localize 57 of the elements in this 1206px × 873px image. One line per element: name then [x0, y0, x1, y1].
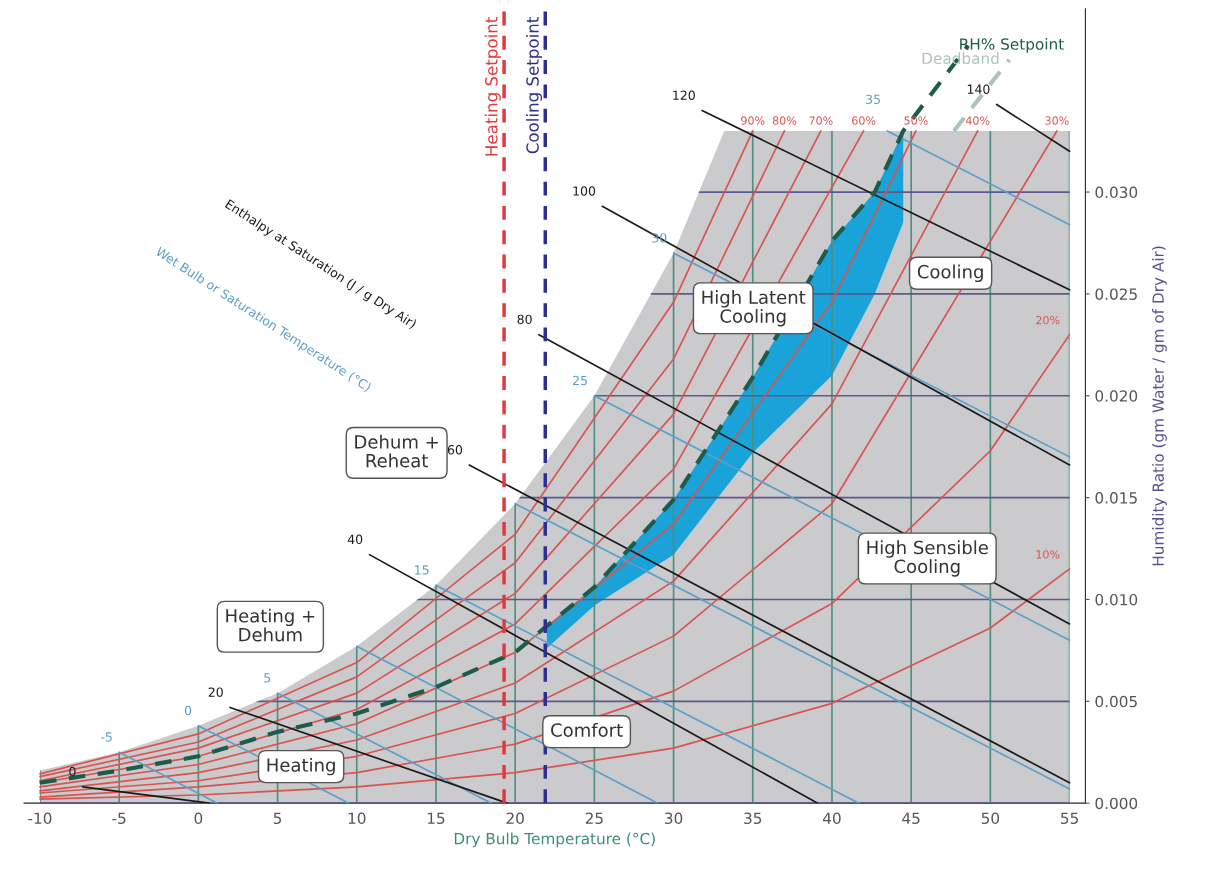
series-label: 40 [347, 534, 363, 545]
series-label: 120 [673, 90, 695, 101]
y-tick-label: 0.030 [1095, 186, 1138, 199]
x-tick-label: 20 [506, 812, 524, 825]
series-label: -5 [100, 732, 112, 742]
y-tick-label: 0.025 [1095, 288, 1137, 300]
x-tick-label: 40 [822, 812, 841, 825]
series-label: 5 [264, 673, 271, 683]
y-tick-label: 0.005 [1095, 695, 1137, 708]
x-tick-label: 10 [348, 812, 366, 825]
annotation: Dehum + Reheat [355, 434, 438, 468]
ref-line-label: Cooling Setpoint [525, 17, 543, 154]
series-label: 80% [772, 116, 797, 125]
series-label: 20% [1036, 315, 1060, 325]
series-label: 40% [965, 116, 990, 125]
series-label: 50% [904, 116, 928, 125]
series-label: 0 [184, 705, 192, 716]
x-tick-label: 30 [665, 812, 683, 825]
x-tick-label: 55 [1061, 812, 1078, 825]
y-axis-title: Humidity Ratio (gm Water / gm of Dry Air) [1152, 246, 1167, 566]
y-tick-label: 0.020 [1095, 390, 1138, 402]
text: 35 [866, 94, 880, 105]
x-tick-label: 35 [744, 812, 762, 825]
annotation: Heating + Dehum [226, 608, 315, 642]
series-label: 30% [1045, 116, 1069, 125]
x-tick-label: -10 [28, 812, 52, 825]
series-label: 80 [517, 314, 532, 325]
series-label: 60% [852, 116, 876, 125]
annotation: High Latent Cooling [702, 290, 806, 327]
x-tick-label: 50 [981, 812, 1000, 825]
annotation: Comfort [551, 722, 623, 737]
x-tick-label: 25 [585, 812, 603, 825]
annotation: Heating [267, 757, 335, 776]
series-label: 15 [415, 565, 429, 575]
series-label: 70% [809, 116, 833, 125]
x-tick-label: 0 [194, 812, 203, 825]
series-label: 100 [573, 186, 596, 196]
x-tick-label: 45 [902, 812, 920, 825]
x-tick-label: -5 [112, 812, 126, 825]
series-label: 60 [447, 444, 463, 455]
series-label: 10% [1036, 550, 1060, 559]
x-tick-label: 15 [427, 812, 445, 825]
series-label: 90% [741, 116, 765, 125]
y-tick-label: 0.015 [1095, 492, 1137, 504]
series-label: 20 [208, 687, 223, 697]
annotation: Cooling [917, 264, 983, 283]
x-axis-title: Dry Bulb Temperature (°C) [454, 832, 655, 848]
y-tick-label: 0.000 [1095, 797, 1138, 810]
y-tick-label: 0.010 [1095, 593, 1138, 606]
series-label: RH% Setpoint [960, 38, 1064, 53]
x-tick-label: 5 [273, 812, 282, 825]
series-label: 25 [573, 375, 587, 386]
series-label: 140 [967, 84, 990, 94]
series-label: 0 [69, 766, 76, 777]
ref-line-label: Heating Setpoint [484, 17, 501, 156]
series-label: Deadband [922, 52, 999, 65]
annotation: High Sensible Cooling [867, 540, 988, 577]
